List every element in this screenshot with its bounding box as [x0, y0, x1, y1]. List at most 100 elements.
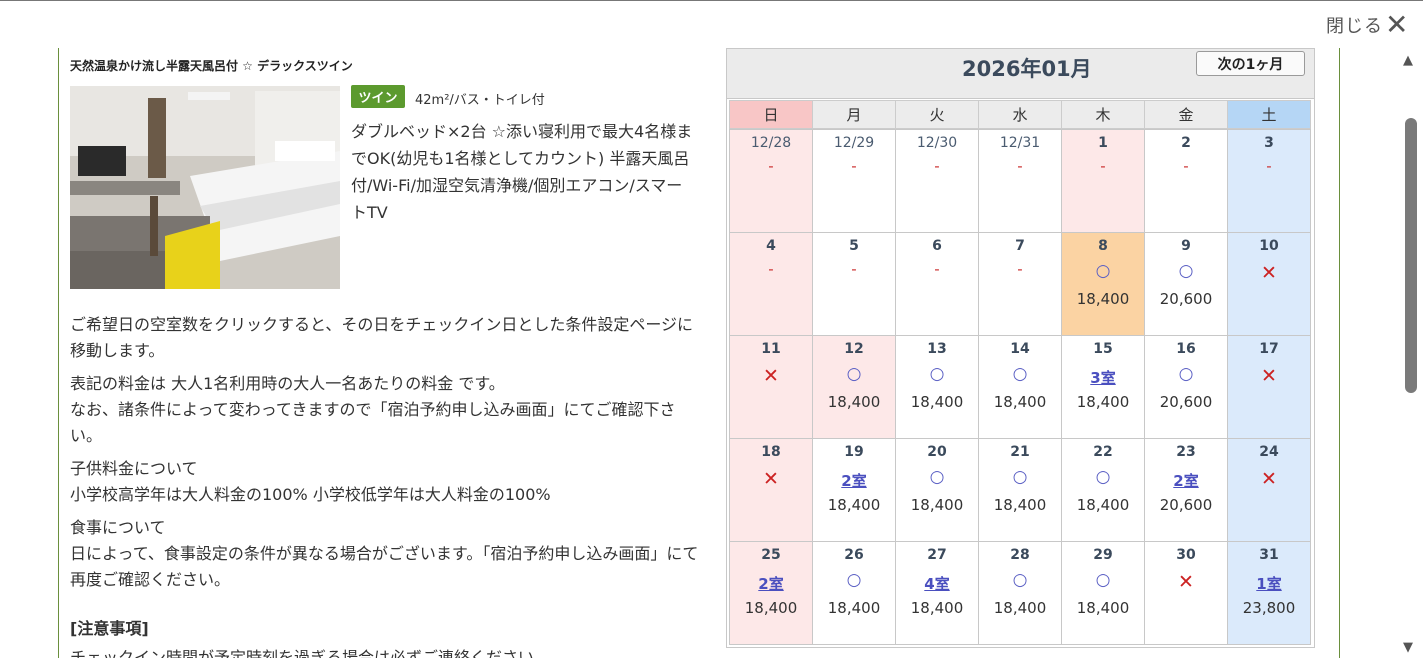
day-price: 20,600 — [1159, 290, 1213, 308]
calendar-day-cell[interactable]: 8 ○ 18,400 — [1061, 232, 1145, 336]
calendar-day-cell[interactable]: 28 ○ 18,400 — [978, 541, 1062, 645]
sold-out-cross-icon: ✕ — [1178, 571, 1194, 593]
day-number: 29 — [1093, 547, 1113, 563]
sold-out-cross-icon: ✕ — [763, 468, 779, 490]
day-number: 23 — [1176, 444, 1196, 460]
day-number: 1 — [1098, 135, 1108, 151]
calendar-day-cell[interactable]: 12 ○ 18,400 — [812, 335, 896, 439]
rooms-available-link[interactable]: 2室 — [1173, 472, 1199, 490]
close-icon[interactable]: ✕ — [1385, 8, 1409, 41]
available-circle-link[interactable]: ○ — [929, 364, 945, 384]
calendar-day-cell[interactable]: 22 ○ 18,400 — [1061, 438, 1145, 542]
rooms-available-link[interactable]: 2室 — [758, 575, 784, 593]
calendar-day-cell: 12/28 - — [729, 129, 813, 233]
available-circle-link[interactable]: ○ — [1095, 261, 1111, 281]
unavailable-dash: - — [934, 157, 940, 175]
day-number: 16 — [1176, 341, 1196, 357]
rooms-available-link[interactable]: 3室 — [1090, 369, 1116, 387]
calendar-day-cell[interactable]: 26 ○ 18,400 — [812, 541, 896, 645]
weekday-header: 水 — [978, 100, 1062, 129]
day-price: 18,400 — [744, 599, 798, 617]
unavailable-dash: - — [1183, 157, 1189, 175]
close-button[interactable]: 閉じる ✕ — [1326, 10, 1408, 40]
calendar-day-cell: 17 ✕ — [1227, 335, 1311, 439]
day-number: 26 — [844, 547, 864, 563]
available-circle-link[interactable]: ○ — [846, 570, 862, 590]
child-price-text: 小学校高学年は大人料金の100% 小学校低学年は大人料金の100% — [70, 485, 551, 504]
available-circle-link[interactable]: ○ — [1012, 467, 1028, 487]
calendar-day-cell: 12/29 - — [812, 129, 896, 233]
day-number: 9 — [1181, 238, 1191, 254]
available-circle-link[interactable]: ○ — [1012, 570, 1028, 590]
calendar-header: 2026年01月 次の1ヶ月 — [727, 49, 1314, 99]
unavailable-dash: - — [1266, 157, 1272, 175]
unavailable-dash: - — [851, 157, 857, 175]
day-number: 8 — [1098, 238, 1108, 254]
calendar-day-cell[interactable]: 15 3室 18,400 — [1061, 335, 1145, 439]
scroll-down-arrow-icon[interactable]: ▼ — [1403, 640, 1413, 655]
calendar-day-cell: 11 ✕ — [729, 335, 813, 439]
calendar-day-cell[interactable]: 21 ○ 18,400 — [978, 438, 1062, 542]
day-price: 18,400 — [910, 393, 964, 411]
day-number: 28 — [1010, 547, 1030, 563]
day-price: 18,400 — [910, 599, 964, 617]
room-title: 天然温泉かけ流し半露天風呂付 ☆ デラックスツイン — [70, 59, 353, 73]
day-number: 12 — [844, 341, 864, 357]
calendar-day-cell[interactable]: 19 2室 18,400 — [812, 438, 896, 542]
calendar-day-cell[interactable]: 25 2室 18,400 — [729, 541, 813, 645]
top-border — [0, 0, 1423, 1]
scrollbar-thumb[interactable] — [1405, 118, 1417, 393]
day-price: 18,400 — [827, 496, 881, 514]
unavailable-dash: - — [768, 157, 774, 175]
scroll-up-arrow-icon[interactable]: ▲ — [1403, 53, 1413, 68]
calendar-day-cell[interactable]: 31 1室 23,800 — [1227, 541, 1311, 645]
available-circle-link[interactable]: ○ — [1095, 570, 1111, 590]
meal-text: 日によって、食事設定の条件が異なる場合がございます。「宿泊予約申し込み画面」にて… — [70, 544, 699, 589]
room-size-info: 42m²/バス・トイレ付 — [415, 93, 545, 108]
calendar-day-cell[interactable]: 29 ○ 18,400 — [1061, 541, 1145, 645]
calendar-day-cell: 24 ✕ — [1227, 438, 1311, 542]
content-left-border — [58, 48, 59, 658]
day-number: 6 — [932, 238, 942, 254]
day-price: 20,600 — [1159, 496, 1213, 514]
weekday-header: 土 — [1227, 100, 1311, 129]
calendar-day-cell[interactable]: 13 ○ 18,400 — [895, 335, 979, 439]
available-circle-link[interactable]: ○ — [1095, 467, 1111, 487]
day-number: 25 — [761, 547, 781, 563]
day-number: 20 — [927, 444, 947, 460]
rooms-available-link[interactable]: 4室 — [924, 575, 950, 593]
calendar-day-cell[interactable]: 27 4室 18,400 — [895, 541, 979, 645]
weekday-header: 金 — [1144, 100, 1228, 129]
calendar-day-cell: 30 ✕ — [1144, 541, 1228, 645]
calendar-day-cell[interactable]: 9 ○ 20,600 — [1144, 232, 1228, 336]
rooms-available-link[interactable]: 1室 — [1256, 575, 1282, 593]
day-number: 3 — [1264, 135, 1274, 151]
day-number: 13 — [927, 341, 947, 357]
day-price: 18,400 — [993, 599, 1047, 617]
available-circle-link[interactable]: ○ — [1178, 364, 1194, 384]
unavailable-dash: - — [1100, 157, 1106, 175]
rooms-available-link[interactable]: 2室 — [841, 472, 867, 490]
next-month-button[interactable]: 次の1ヶ月 — [1196, 51, 1305, 76]
calendar-day-cell[interactable]: 14 ○ 18,400 — [978, 335, 1062, 439]
available-circle-link[interactable]: ○ — [1178, 261, 1194, 281]
day-number: 5 — [849, 238, 859, 254]
day-number: 12/30 — [916, 135, 958, 151]
day-number: 12/28 — [750, 135, 792, 151]
calendar-day-cell[interactable]: 20 ○ 18,400 — [895, 438, 979, 542]
available-circle-link[interactable]: ○ — [1012, 364, 1028, 384]
calendar-day-cell[interactable]: 23 2室 20,600 — [1144, 438, 1228, 542]
day-price: 18,400 — [1076, 599, 1130, 617]
calendar-day-cell: 10 ✕ — [1227, 232, 1311, 336]
price-note-1: 表記の料金は 大人1名利用時の大人一名あたりの料金 です。 — [70, 374, 505, 393]
calendar-day-cell: 7- — [978, 232, 1062, 336]
day-number: 22 — [1093, 444, 1113, 460]
available-circle-link[interactable]: ○ — [929, 467, 945, 487]
weekday-header: 木 — [1061, 100, 1145, 129]
day-price: 18,400 — [827, 393, 881, 411]
unavailable-dash: - — [1017, 157, 1023, 175]
calendar-day-cell[interactable]: 16 ○ 20,600 — [1144, 335, 1228, 439]
calendar-month-title: 2026年01月 — [962, 57, 1092, 81]
available-circle-link[interactable]: ○ — [846, 364, 862, 384]
day-price: 23,800 — [1242, 599, 1296, 617]
